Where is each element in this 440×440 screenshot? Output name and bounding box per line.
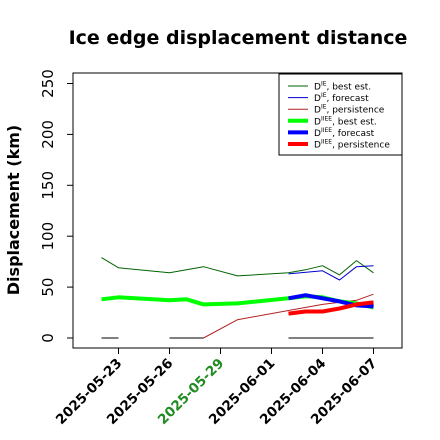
y-axis-title: Displacement (km) [4, 125, 23, 295]
legend-label: DIIEE, forecast [314, 127, 375, 139]
x-axis: 2025-05-232025-05-262025-05-292025-06-01… [53, 348, 380, 428]
y-tick-label: 200 [39, 120, 57, 149]
y-tick-label: 150 [39, 171, 57, 200]
plot-frame [72, 72, 403, 349]
legend-label: DIE, best est. [314, 81, 371, 93]
legend-box [278, 73, 403, 156]
legend-label: DIIEE, best est. [314, 115, 377, 127]
legend-label: DIE, forecast [314, 92, 369, 104]
y-tick-label: 50 [39, 278, 57, 297]
y-tick-label: 100 [39, 222, 57, 251]
y-tick-label: 250 [39, 69, 57, 98]
y-axis: 0 50 100 150 200 250 [39, 69, 73, 343]
series-line-2-segment-0 [203, 293, 374, 339]
series-line-0-segment-0 [101, 257, 374, 277]
plot-lines [101, 257, 374, 339]
y-tick-label: 0 [39, 333, 57, 343]
series-line-1-segment-0 [288, 265, 374, 281]
legend-label: DIIEE, persistence [314, 139, 390, 151]
series-line-5-segment-0 [288, 300, 374, 316]
legend-label: DIE, persistence [314, 104, 385, 116]
chart-title: Ice edge displacement distance [69, 27, 408, 49]
